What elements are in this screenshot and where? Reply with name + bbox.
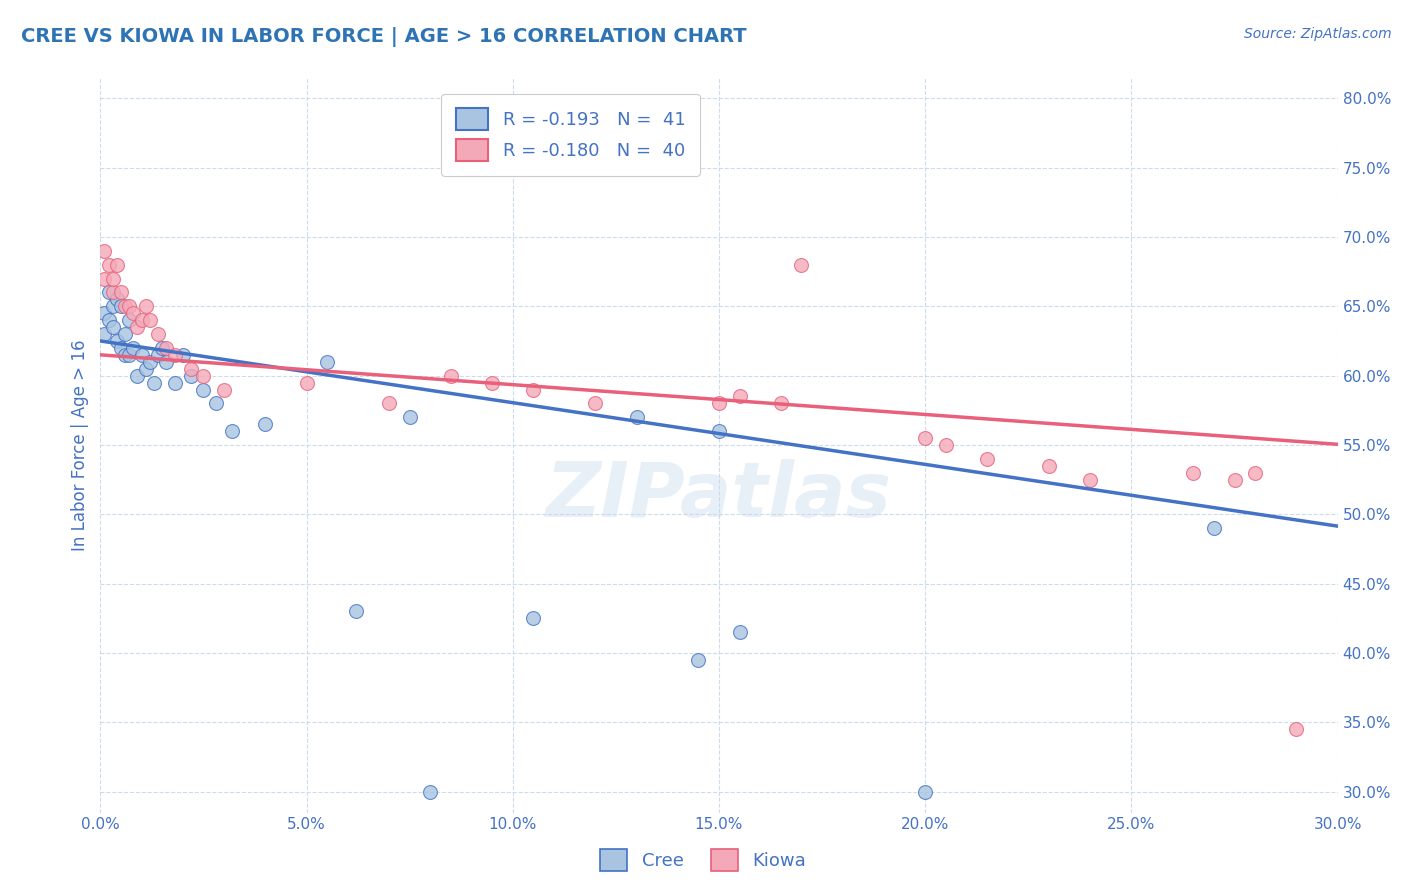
Point <box>105 293 128 307</box>
Text: Source: ZipAtlas.com: Source: ZipAtlas.com <box>1244 27 1392 41</box>
Point <box>212 383 235 397</box>
Point <box>180 361 202 376</box>
Point <box>118 299 141 313</box>
Text: CREE VS KIOWA IN LABOR FORCE | AGE > 16 CORRELATION CHART: CREE VS KIOWA IN LABOR FORCE | AGE > 16 … <box>21 27 747 46</box>
Point <box>93 326 115 341</box>
Point <box>295 376 318 390</box>
Point <box>101 299 124 313</box>
Point <box>688 653 710 667</box>
Point <box>93 306 115 320</box>
Point <box>1285 723 1308 737</box>
Point <box>93 271 115 285</box>
Point <box>139 355 162 369</box>
Point <box>728 625 751 640</box>
Point <box>172 348 194 362</box>
Point <box>135 299 157 313</box>
Point <box>114 299 136 313</box>
Point <box>110 285 132 300</box>
Point <box>135 361 157 376</box>
Point <box>110 299 132 313</box>
Point <box>97 258 120 272</box>
Point <box>146 348 169 362</box>
Point <box>1244 466 1267 480</box>
Point <box>155 355 177 369</box>
Point <box>1223 473 1246 487</box>
Point <box>122 306 145 320</box>
Point <box>163 376 186 390</box>
Text: ZIPatlas: ZIPatlas <box>546 459 891 533</box>
Point <box>93 244 115 258</box>
Point <box>110 341 132 355</box>
Point <box>728 389 751 403</box>
Point <box>440 368 463 383</box>
Point <box>101 285 124 300</box>
Point <box>180 368 202 383</box>
Y-axis label: In Labor Force | Age > 16: In Labor Force | Age > 16 <box>72 339 89 550</box>
Point <box>481 376 503 390</box>
Point <box>146 326 169 341</box>
Point <box>1202 521 1225 535</box>
Point <box>583 396 606 410</box>
Point <box>769 396 792 410</box>
Point <box>150 341 173 355</box>
Point <box>143 376 166 390</box>
Point <box>626 410 648 425</box>
Point <box>419 785 441 799</box>
Point <box>378 396 401 410</box>
Point <box>114 326 136 341</box>
Point <box>707 396 730 410</box>
Point <box>97 285 120 300</box>
Point <box>398 410 420 425</box>
Point <box>1078 473 1101 487</box>
Point <box>105 258 128 272</box>
Point <box>344 604 367 618</box>
Point <box>316 355 339 369</box>
Point <box>118 348 141 362</box>
Point <box>114 348 136 362</box>
Point <box>101 271 124 285</box>
Point <box>127 320 149 334</box>
Point <box>122 341 145 355</box>
Point <box>914 431 936 445</box>
Point <box>127 368 149 383</box>
Point <box>254 417 277 432</box>
Point <box>914 785 936 799</box>
Legend: R = -0.193   N =  41, R = -0.180   N =  40: R = -0.193 N = 41, R = -0.180 N = 40 <box>441 94 700 176</box>
Point <box>193 383 215 397</box>
Point <box>522 383 544 397</box>
Point <box>205 396 228 410</box>
Point <box>790 258 813 272</box>
Point <box>163 348 186 362</box>
Point <box>131 348 153 362</box>
Point <box>1038 458 1060 473</box>
Legend: Cree, Kiowa: Cree, Kiowa <box>593 842 813 879</box>
Point <box>101 320 124 334</box>
Point <box>193 368 215 383</box>
Point <box>97 313 120 327</box>
Point <box>221 424 243 438</box>
Point <box>131 313 153 327</box>
Point <box>707 424 730 438</box>
Point <box>105 334 128 348</box>
Point <box>118 313 141 327</box>
Point <box>976 451 998 466</box>
Point <box>139 313 162 327</box>
Point <box>935 438 957 452</box>
Point <box>522 611 544 625</box>
Point <box>1182 466 1205 480</box>
Point <box>155 341 177 355</box>
